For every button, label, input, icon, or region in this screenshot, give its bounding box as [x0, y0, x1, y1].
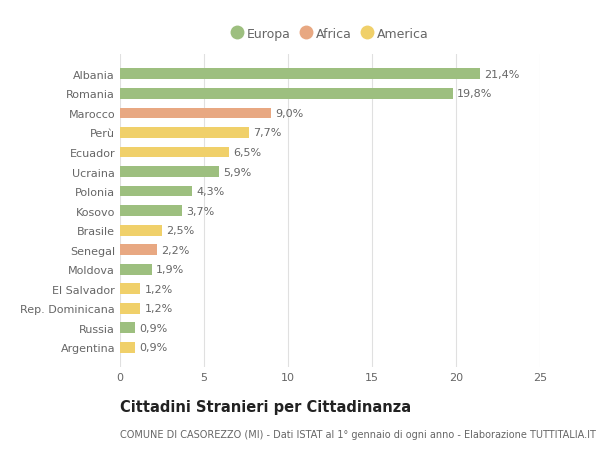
Text: Cittadini Stranieri per Cittadinanza: Cittadini Stranieri per Cittadinanza	[120, 399, 411, 414]
Bar	[120, 264, 152, 275]
Bar	[120, 284, 140, 295]
Bar	[120, 245, 157, 256]
Bar	[120, 108, 271, 119]
Text: 21,4%: 21,4%	[484, 70, 519, 79]
Text: COMUNE DI CASOREZZO (MI) - Dati ISTAT al 1° gennaio di ogni anno - Elaborazione : COMUNE DI CASOREZZO (MI) - Dati ISTAT al…	[120, 429, 596, 439]
Text: 0,9%: 0,9%	[139, 343, 167, 353]
Bar	[120, 69, 479, 80]
Bar	[120, 128, 250, 139]
Text: 5,9%: 5,9%	[223, 167, 251, 177]
Text: 3,7%: 3,7%	[187, 206, 215, 216]
Text: 2,5%: 2,5%	[166, 226, 194, 235]
Text: 4,3%: 4,3%	[196, 187, 224, 196]
Bar	[120, 303, 140, 314]
Text: 1,2%: 1,2%	[145, 284, 173, 294]
Bar	[120, 167, 219, 178]
Bar	[120, 225, 162, 236]
Legend: Europa, Africa, America: Europa, Africa, America	[228, 24, 432, 45]
Text: 6,5%: 6,5%	[233, 148, 262, 157]
Text: 1,9%: 1,9%	[156, 265, 184, 274]
Bar	[120, 206, 182, 217]
Text: 2,2%: 2,2%	[161, 245, 190, 255]
Bar	[120, 186, 192, 197]
Bar	[120, 342, 135, 353]
Text: 19,8%: 19,8%	[457, 89, 492, 99]
Text: 7,7%: 7,7%	[254, 128, 282, 138]
Text: 9,0%: 9,0%	[275, 109, 304, 118]
Bar	[120, 89, 452, 100]
Text: 1,2%: 1,2%	[145, 304, 173, 313]
Bar	[120, 323, 135, 334]
Bar	[120, 147, 229, 158]
Text: 0,9%: 0,9%	[139, 323, 167, 333]
